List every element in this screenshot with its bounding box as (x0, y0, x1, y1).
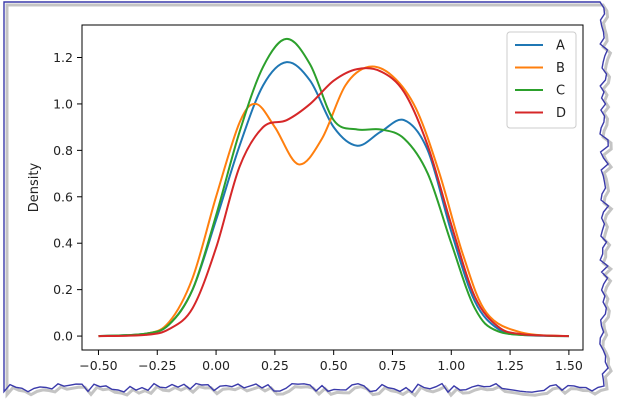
y-axis-ticks: 0.0 0.2 0.4 0.6 0.8 1.0 1.2 (53, 50, 82, 344)
x-tick-label: −0.25 (138, 358, 176, 373)
y-tick-label: 1.0 (53, 96, 73, 111)
x-tick-label: 0.50 (320, 358, 348, 373)
y-tick-label: 0.2 (53, 282, 73, 297)
series-line-d (98, 67, 569, 338)
y-tick-label: 0.8 (53, 143, 73, 158)
x-tick-label: 0.00 (202, 358, 230, 373)
frame-border (3, 1, 610, 394)
x-tick-label: 1.50 (555, 358, 583, 373)
y-tick-label: 0.6 (53, 189, 73, 204)
legend-label-d: D (556, 106, 566, 121)
y-tick-label: 0.4 (53, 236, 73, 251)
legend-label-b: B (556, 61, 565, 76)
series-line-c (98, 37, 569, 338)
x-tick-label: 0.75 (379, 358, 407, 373)
plot-area (81, 24, 584, 351)
x-tick-label: 1.00 (437, 358, 465, 373)
x-tick-label: 0.25 (261, 358, 289, 373)
series-lines (98, 37, 569, 338)
y-tick-label: 0.0 (53, 329, 73, 344)
torn-paper-frame (3, 1, 614, 399)
x-axis-ticks: −0.50 −0.25 0.00 0.25 0.50 0.75 1.00 1.25 1.50 (79, 350, 583, 373)
legend-label-a: A (556, 39, 565, 54)
legend-box (506, 31, 577, 129)
x-tick-label: 1.25 (496, 358, 524, 373)
y-tick-label: 1.2 (53, 50, 73, 65)
x-tick-label: −0.50 (79, 358, 117, 373)
series-line-b (98, 65, 569, 338)
y-axis-label: Density (27, 162, 42, 212)
legend-label-c: C (556, 84, 565, 99)
